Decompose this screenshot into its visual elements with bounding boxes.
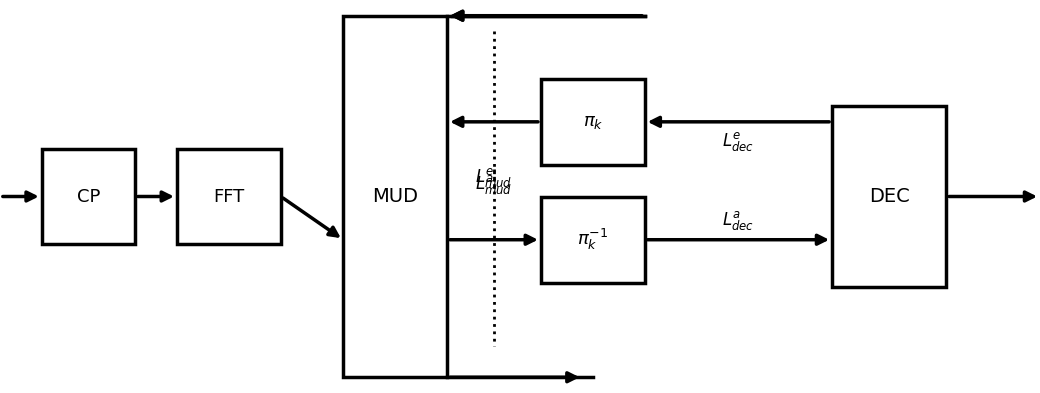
- Bar: [541, 196, 645, 283]
- Bar: [177, 149, 281, 244]
- Text: CP: CP: [77, 187, 100, 206]
- Text: MUD: MUD: [372, 187, 418, 206]
- Text: $\pi_k^{-1}$: $\pi_k^{-1}$: [577, 227, 608, 252]
- Bar: [541, 79, 645, 165]
- Text: FFT: FFT: [213, 187, 244, 206]
- Bar: [832, 106, 946, 287]
- Bar: [343, 16, 447, 377]
- Text: DEC: DEC: [868, 187, 910, 206]
- Text: $\pi_k$: $\pi_k$: [582, 113, 603, 131]
- Text: $L^e_{mud}$: $L^e_{mud}$: [475, 165, 513, 189]
- Text: $L^e_{dec}$: $L^e_{dec}$: [723, 130, 754, 153]
- Text: $L^a_{dec}$: $L^a_{dec}$: [723, 209, 754, 232]
- Bar: [42, 149, 135, 244]
- Text: $L^a_{mud}$: $L^a_{mud}$: [475, 173, 513, 196]
